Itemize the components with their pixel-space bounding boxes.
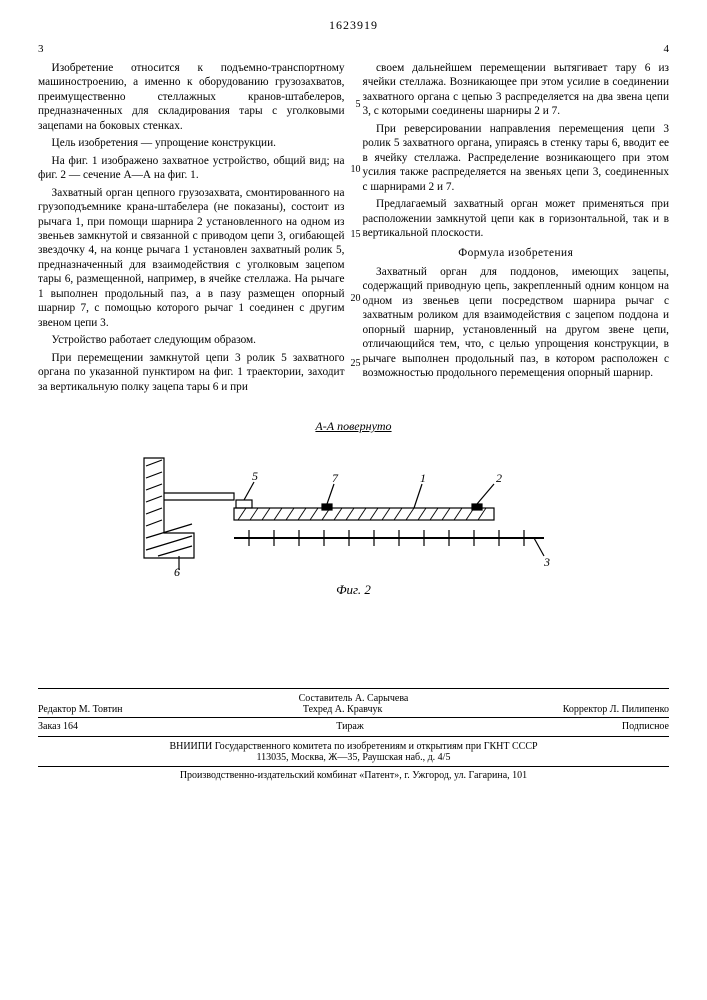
para: Захватный орган цепного грузозахвата, см…: [38, 186, 345, 331]
callout-7: 7: [332, 471, 339, 485]
para: При перемещении замкнутой цепи 3 ролик 5…: [38, 351, 345, 394]
callout-5: 5: [252, 469, 258, 483]
line-number: 20: [349, 293, 361, 306]
figure-caption: Фиг. 2: [114, 582, 594, 598]
line-number: 15: [349, 229, 361, 242]
callout-1: 1: [420, 471, 426, 485]
figure-2-svg: 5 7 1 2 6 3: [124, 438, 584, 578]
formula-heading: Формула изобретения: [363, 246, 670, 260]
claim-body: Захватный орган для поддонов, имеющих за…: [363, 266, 670, 379]
footer-compiler: Составитель А. Сарычева: [38, 693, 669, 704]
line-number: 10: [349, 164, 361, 177]
para: Цель изобретения — упрощение конструкции…: [38, 136, 345, 150]
footer-techred: Техред А. Кравчук: [303, 704, 383, 715]
callout-6: 6: [174, 565, 180, 578]
page-num-left: 3: [38, 43, 44, 55]
footer-corrector: Корректор Л. Пилипенко: [563, 704, 669, 715]
page-num-right: 4: [664, 43, 670, 55]
footer-subscribe: Подписное: [622, 721, 669, 732]
para: При реверсировании направления перемещен…: [363, 122, 670, 194]
line-number: 5: [349, 99, 361, 112]
footer-org2: Производственно-издательский комбинат «П…: [38, 766, 669, 781]
para: Изобретение относится к подъемно-транспо…: [38, 61, 345, 133]
page: 1623919 3 4 Изобретение относится к подъ…: [0, 0, 707, 801]
callout-2: 2: [496, 471, 502, 485]
footer-order: Заказ 164: [38, 721, 78, 732]
footer-editor: Редактор М. Товтин: [38, 704, 123, 715]
left-column: Изобретение относится к подъемно-транспо…: [38, 61, 345, 397]
right-column: 5 10 15 20 25 своем дальнейшем перемещен…: [363, 61, 670, 397]
callout-3: 3: [543, 555, 550, 569]
page-numbers: 3 4: [38, 43, 669, 55]
footer: Составитель А. Сарычева Редактор М. Товт…: [38, 688, 669, 781]
text-columns: Изобретение относится к подъемно-транспо…: [38, 61, 669, 397]
footer-addr: 113035, Москва, Ж—35, Раушская наб., д. …: [38, 752, 669, 763]
para: На фиг. 1 изображено захватное устройств…: [38, 154, 345, 183]
figure-section-label: А-А повернуто: [114, 419, 594, 434]
claim-text: Захватный орган для поддонов, имеющих за…: [363, 265, 670, 381]
para: Предлагаемый захватный орган может приме…: [363, 197, 670, 240]
footer-tirazh: Тираж: [336, 721, 364, 732]
para: Устройство работает следующим образом.: [38, 333, 345, 347]
line-number: 25: [349, 358, 361, 371]
figure-2: А-А повернуто: [114, 419, 594, 598]
line-number-gutter: 5 10 15 20 25: [349, 61, 361, 371]
patent-number: 1623919: [38, 18, 669, 33]
para: своем дальнейшем перемещении вытягивает …: [363, 61, 670, 119]
footer-org1: ВНИИПИ Государственного комитета по изоб…: [38, 741, 669, 752]
